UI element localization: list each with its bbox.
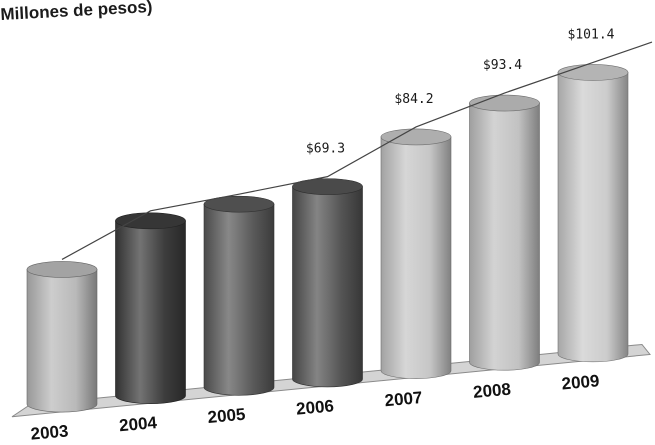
bar-top bbox=[26, 261, 98, 278]
data-label: $69.3 bbox=[306, 142, 345, 157]
bar-body bbox=[469, 102, 540, 371]
bar-body bbox=[557, 72, 629, 363]
x-tick-label: 2007 bbox=[384, 388, 423, 410]
bar-top bbox=[292, 178, 363, 195]
trend-line-layer bbox=[61, 41, 653, 260]
bar-body bbox=[26, 269, 98, 413]
bar-2005 bbox=[203, 195, 275, 396]
bar-2009 bbox=[557, 64, 629, 363]
bar-body bbox=[380, 136, 452, 379]
x-tick-label: 2006 bbox=[295, 396, 334, 418]
bar-top bbox=[115, 212, 186, 230]
bar-top bbox=[557, 64, 629, 81]
data-label: $93.4 bbox=[483, 58, 522, 73]
bar-2003 bbox=[26, 261, 98, 413]
data-label: $84.2 bbox=[394, 92, 433, 107]
bar-2006 bbox=[292, 178, 363, 388]
bar-body bbox=[115, 220, 186, 404]
bar-2008 bbox=[469, 94, 540, 371]
x-tick-label: 2005 bbox=[207, 405, 246, 427]
bar-body bbox=[292, 186, 363, 388]
bars bbox=[26, 64, 629, 413]
data-labels: $69.3 $84.2 $93.4 $101.4 bbox=[306, 27, 615, 156]
bar-2004 bbox=[115, 212, 186, 404]
trend-line bbox=[61, 41, 653, 260]
x-tick-label: 2004 bbox=[118, 413, 158, 435]
bar-body bbox=[203, 203, 275, 396]
x-tick-label: 2003 bbox=[30, 421, 69, 443]
bar-top bbox=[380, 128, 452, 146]
x-tick-label: 2009 bbox=[561, 371, 600, 393]
data-label: $101.4 bbox=[568, 27, 615, 42]
bar-top bbox=[469, 94, 540, 112]
x-tick-label: 2008 bbox=[472, 380, 511, 402]
bar-top bbox=[203, 195, 275, 213]
x-axis-tick-labels: 2003 2004 2005 2006 2007 2008 2009 bbox=[30, 371, 600, 443]
bar-2007 bbox=[380, 128, 452, 379]
